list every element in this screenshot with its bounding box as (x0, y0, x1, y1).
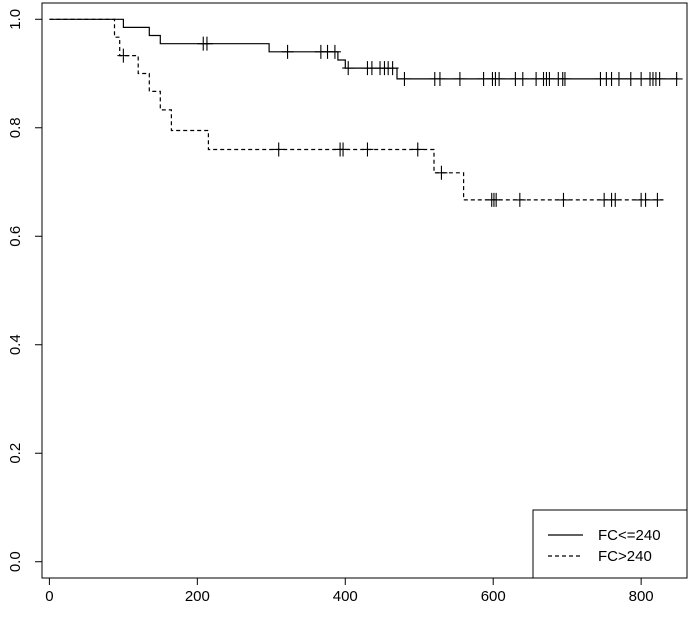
x-tick-label-4: 800 (629, 588, 654, 605)
series-line-1 (49, 18, 664, 201)
x-tick-label-2: 400 (333, 588, 358, 605)
censor-mark-0-1 (200, 36, 213, 51)
censor-mark-0-5 (328, 44, 341, 59)
y-tick-label-1: 0.2 (7, 443, 24, 464)
censor-mark-0-29 (558, 71, 571, 86)
censor-layer (117, 36, 683, 207)
censor-mark-1-11 (557, 192, 570, 207)
x-tick-label-1: 200 (185, 588, 210, 605)
censor-mark-1-0 (117, 48, 130, 63)
censor-mark-0-20 (493, 71, 506, 86)
y-tick-label-5: 1.0 (7, 9, 24, 30)
y-tick-label-4: 0.8 (7, 117, 24, 138)
censor-mark-0-6 (342, 61, 355, 76)
censor-mark-0-33 (612, 71, 625, 86)
legend-box (532, 509, 688, 579)
y-tick-label-2: 0.4 (7, 334, 24, 355)
plot-frame (41, 2, 688, 579)
legend-label-1: FC>240 (598, 548, 652, 565)
censor-mark-0-39 (653, 71, 666, 86)
censor-mark-1-5 (411, 142, 424, 157)
censor-mark-0-16 (453, 71, 466, 86)
censor-mark-1-14 (609, 192, 622, 207)
censor-mark-1-17 (651, 192, 664, 207)
censor-mark-1-6 (435, 165, 448, 180)
censor-mark-1-9 (490, 192, 503, 207)
censor-mark-1-1 (272, 142, 285, 157)
censor-mark-1-4 (361, 142, 374, 157)
censor-mark-0-12 (386, 61, 399, 76)
censor-mark-1-10 (513, 192, 526, 207)
series-line-0 (49, 18, 679, 80)
censor-mark-0-40 (670, 71, 683, 86)
censor-mark-1-3 (337, 142, 350, 157)
legend: FC<=240 FC>240 (532, 509, 688, 579)
y-axis: 0.0 0.2 0.4 0.6 0.8 1.0 (7, 9, 42, 572)
censor-mark-0-22 (516, 71, 529, 86)
x-tick-label-0: 0 (45, 588, 53, 605)
censor-mark-1-16 (639, 192, 652, 207)
x-axis: 0 200 400 600 800 (45, 578, 654, 605)
censor-mark-0-2 (281, 44, 294, 59)
series-layer (49, 18, 679, 201)
y-tick-label-0: 0.0 (7, 551, 24, 572)
censor-mark-0-15 (433, 71, 446, 86)
y-tick-label-3: 0.6 (7, 226, 24, 247)
censor-mark-0-13 (398, 71, 411, 86)
x-tick-label-3: 600 (481, 588, 506, 605)
censor-mark-0-34 (624, 71, 637, 86)
legend-label-0: FC<=240 (598, 527, 661, 544)
